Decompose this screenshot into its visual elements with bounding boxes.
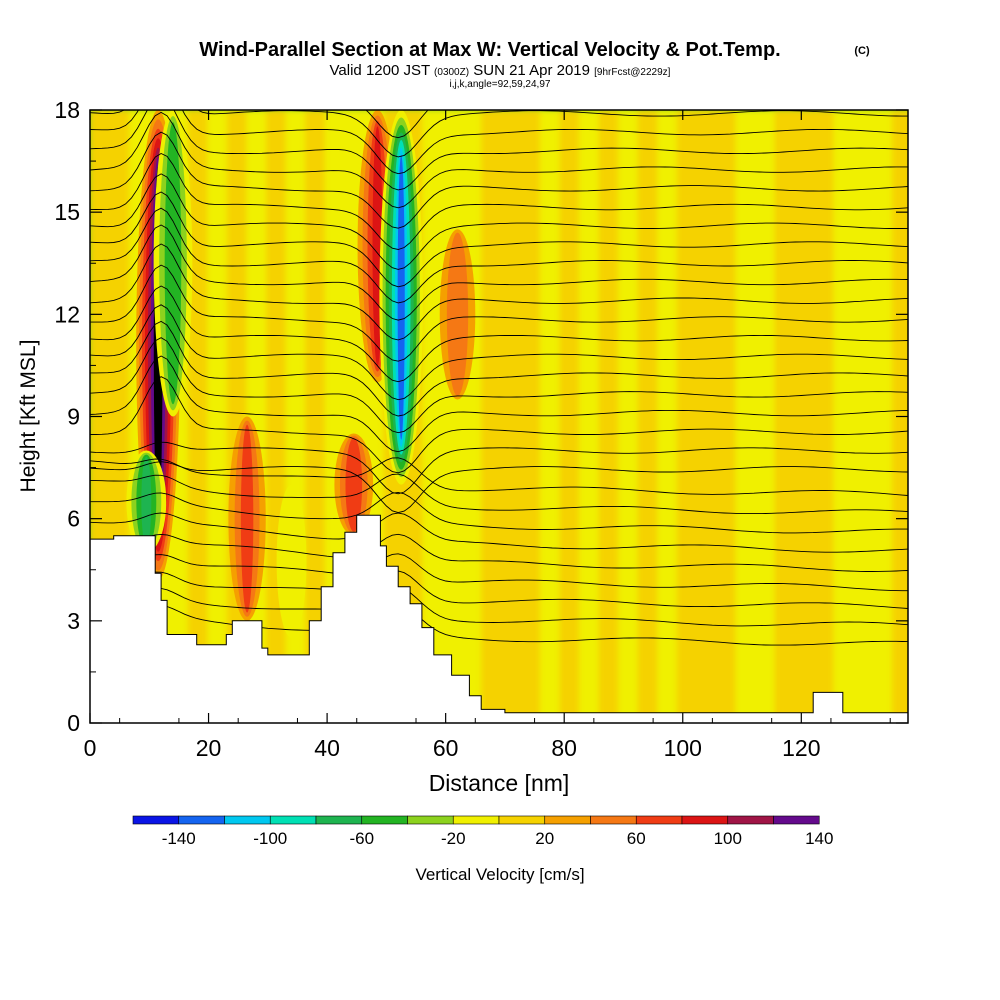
x-tick-label: 20 — [196, 735, 222, 761]
valid-time-line: Valid 1200 JST (0300Z) SUN 21 Apr 2019 [… — [330, 62, 671, 79]
valid-utc: (0300Z) — [434, 67, 469, 78]
isentrope-line — [90, 376, 908, 474]
colorbar-swatch — [132, 815, 180, 825]
colorbar-swatch — [407, 815, 454, 825]
isentrope-line — [90, 441, 908, 495]
updraft-core-level — [446, 232, 469, 397]
potential-temperature-contours — [90, 110, 908, 646]
colorbar-tick-label: 140 — [805, 829, 833, 848]
x-tick-label: 120 — [782, 735, 820, 761]
colorbar-tick-label: 60 — [627, 829, 646, 848]
colorbar-swatch — [635, 815, 683, 825]
updraft-core-level — [240, 424, 254, 613]
colorbar-swatch — [315, 815, 363, 825]
isentrope-line — [90, 110, 908, 191]
downdraft-core-level — [442, 603, 473, 655]
y-tick-label: 0 — [67, 710, 80, 736]
isentrope-line — [90, 111, 908, 209]
plot-area: 0 20 40 60 80 100 120 0 3 6 9 12 15 18 — [54, 97, 909, 761]
colorbar: -140 -100 -60 -20 20 60 100 140 — [132, 815, 833, 848]
y-tick-label: 12 — [54, 301, 80, 327]
y-tick-label: 3 — [67, 608, 80, 634]
isentrope-line — [90, 553, 908, 592]
x-tick-label: 60 — [433, 735, 459, 761]
colorbar-label: Vertical Velocity [cm/s] — [415, 865, 584, 884]
isentrope-line — [90, 110, 908, 175]
colorbar-tick-label: -140 — [162, 829, 196, 848]
indices-line: i,j,k,angle=92,59,24,97 — [450, 79, 551, 90]
isentrope-line — [90, 152, 908, 250]
colorbar-swatch — [727, 815, 774, 825]
colorbar-tick-label: 100 — [714, 829, 742, 848]
valid-date: SUN 21 Apr 2019 — [473, 62, 590, 79]
vertical-velocity-field — [90, 110, 908, 723]
isentrope-line — [90, 355, 908, 453]
colorbar-swatch — [361, 815, 408, 825]
isentrope-line — [90, 461, 908, 514]
colorbar-swatch — [544, 815, 591, 825]
colorbar-swatch — [590, 815, 637, 825]
axis-ticks: 0 20 40 60 80 100 120 0 3 6 9 12 15 18 — [54, 97, 908, 761]
forecast-label: [9hrFcst@2229z] — [594, 67, 671, 78]
colorbar-swatch — [498, 815, 546, 825]
colorbar-swatch — [773, 815, 820, 825]
isentrope-line — [90, 491, 908, 534]
colorbar-tick-label: -20 — [441, 829, 466, 848]
y-tick-label: 18 — [54, 97, 80, 123]
isentrope-line — [90, 512, 908, 553]
isentrope-line — [90, 304, 908, 401]
chart-title: Wind-Parallel Section at Max W: Vertical… — [199, 39, 780, 61]
isentrope-line — [90, 604, 908, 646]
updraft-core-level — [345, 437, 363, 532]
x-axis-label: Distance [nm] — [429, 770, 570, 796]
colorbar-swatch — [178, 815, 225, 825]
isentrope-line — [90, 264, 908, 362]
isentrope-line — [90, 473, 908, 515]
y-tick-label: 9 — [67, 404, 80, 430]
x-tick-label: 0 — [84, 735, 97, 761]
colorbar-tick-label: -100 — [253, 829, 287, 848]
isentrope-line — [90, 131, 908, 229]
downdraft-core-level — [141, 456, 152, 547]
colorbar-tick-label: -60 — [349, 829, 374, 848]
colorbar-swatch — [224, 815, 271, 825]
isentrope-line — [90, 586, 908, 627]
downdraft-core-level — [276, 484, 307, 638]
isentrope-line — [90, 337, 908, 434]
y-axis-label: Height [Kft MSL] — [17, 340, 40, 493]
colorbar-swatch — [681, 815, 729, 825]
x-tick-label: 100 — [664, 735, 702, 761]
isentrope-line — [90, 570, 908, 609]
x-tick-label: 40 — [314, 735, 340, 761]
isentrope-line — [90, 533, 908, 572]
colorbar-swatch — [269, 815, 317, 825]
x-tick-label: 80 — [551, 735, 577, 761]
y-tick-label: 15 — [54, 199, 80, 225]
isentrope-line — [90, 110, 908, 158]
terrain-mask — [89, 514, 909, 724]
copyright-mark: (C) — [854, 45, 870, 57]
isentrope-line — [90, 207, 908, 304]
isentrope-line — [90, 224, 908, 321]
downdraft-core-level — [397, 154, 405, 440]
isentrope-line — [90, 243, 908, 341]
isentrope-line — [90, 320, 908, 417]
y-tick-label: 6 — [67, 506, 80, 532]
colorbar-tick-label: 20 — [535, 829, 554, 848]
valid-prefix: Valid 1200 JST — [330, 62, 430, 79]
colorbar-swatch — [452, 815, 500, 825]
isentrope-line — [90, 191, 908, 288]
isentrope-line — [90, 285, 908, 383]
isentrope-line — [90, 457, 908, 496]
isentrope-line — [90, 173, 908, 270]
